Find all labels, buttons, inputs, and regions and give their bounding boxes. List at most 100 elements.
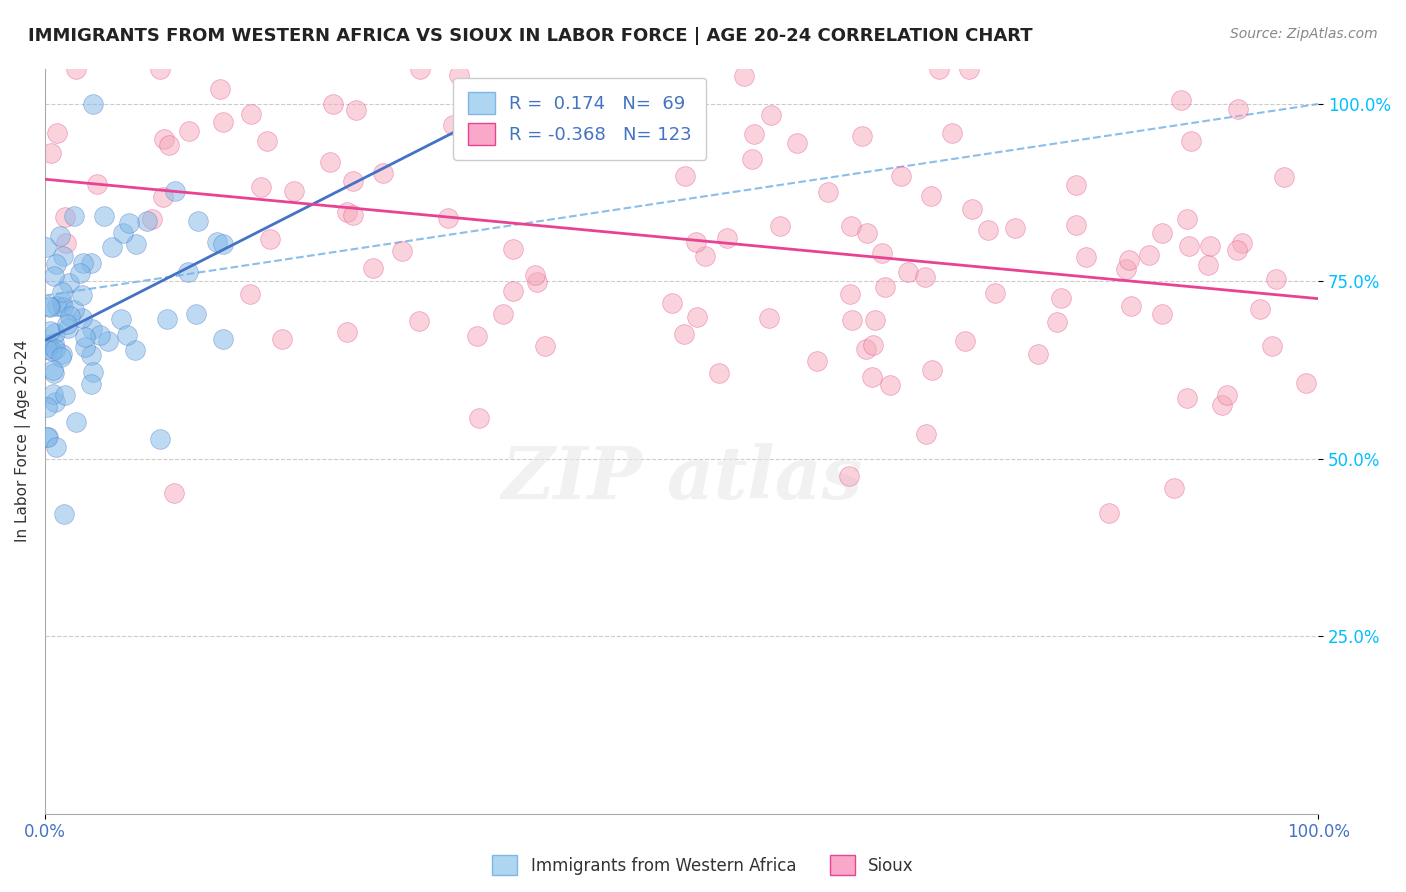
- Point: [322, 97, 344, 112]
- Point: [45, 126, 67, 140]
- Point: [211, 236, 233, 251]
- Point: [862, 337, 884, 351]
- Point: [408, 314, 430, 328]
- Point: [363, 260, 385, 275]
- Point: [72, 288, 94, 302]
- Point: [112, 226, 135, 240]
- Point: [45, 440, 67, 454]
- Point: [283, 185, 305, 199]
- Point: [1226, 243, 1249, 257]
- Point: [52, 507, 75, 521]
- Point: [39, 301, 62, 315]
- Point: [186, 307, 208, 321]
- Point: [856, 227, 879, 241]
- Point: [957, 62, 980, 76]
- Point: [1119, 299, 1142, 313]
- Point: [817, 185, 839, 199]
- Point: [152, 189, 174, 203]
- Point: [212, 115, 235, 129]
- Point: [502, 284, 524, 298]
- Point: [141, 212, 163, 227]
- Point: [839, 286, 862, 301]
- Point: [1295, 376, 1317, 390]
- Point: [149, 432, 172, 446]
- Point: [409, 62, 432, 76]
- Point: [73, 330, 96, 344]
- Point: [319, 154, 342, 169]
- Point: [51, 294, 73, 309]
- Point: [97, 334, 120, 348]
- Point: [239, 107, 262, 121]
- Point: [1074, 250, 1097, 264]
- Point: [371, 166, 394, 180]
- Point: [915, 427, 938, 442]
- Point: [742, 128, 765, 142]
- Point: [860, 369, 883, 384]
- Point: [941, 126, 963, 140]
- Point: [872, 246, 894, 260]
- Point: [344, 103, 367, 117]
- Point: [65, 415, 87, 429]
- Point: [1097, 506, 1119, 520]
- Point: [101, 240, 124, 254]
- Point: [63, 302, 86, 317]
- Point: [342, 208, 364, 222]
- Point: [1199, 239, 1222, 253]
- Point: [49, 229, 72, 244]
- Point: [41, 145, 63, 160]
- Point: [205, 235, 228, 250]
- Point: [960, 202, 983, 217]
- Point: [806, 354, 828, 368]
- Legend: Immigrants from Western Africa, Sioux: Immigrants from Western Africa, Sioux: [484, 847, 922, 884]
- Point: [256, 135, 278, 149]
- Point: [1272, 169, 1295, 184]
- Point: [271, 332, 294, 346]
- Point: [449, 68, 471, 82]
- Point: [342, 173, 364, 187]
- Point: [1175, 211, 1198, 226]
- Point: [897, 265, 920, 279]
- Point: [65, 62, 87, 76]
- Point: [79, 348, 101, 362]
- Point: [44, 326, 66, 341]
- Point: [1211, 398, 1233, 412]
- Point: [437, 211, 460, 226]
- Point: [685, 235, 707, 250]
- Point: [505, 135, 527, 149]
- Point: [686, 310, 709, 325]
- Point: [336, 325, 359, 339]
- Point: [1249, 301, 1271, 316]
- Point: [928, 62, 950, 76]
- Point: [44, 268, 66, 283]
- Point: [136, 214, 159, 228]
- Point: [44, 394, 66, 409]
- Point: [249, 179, 271, 194]
- Point: [673, 169, 696, 184]
- Point: [117, 328, 139, 343]
- Point: [661, 296, 683, 310]
- Point: [55, 236, 77, 251]
- Point: [1226, 103, 1249, 117]
- Point: [1152, 227, 1174, 241]
- Point: [914, 269, 936, 284]
- Point: [1064, 178, 1087, 193]
- Point: [49, 350, 72, 364]
- Point: [1004, 221, 1026, 235]
- Point: [741, 152, 763, 166]
- Point: [149, 62, 172, 76]
- Y-axis label: In Labor Force | Age 20-24: In Labor Force | Age 20-24: [15, 340, 31, 542]
- Point: [839, 219, 862, 233]
- Point: [51, 285, 73, 299]
- Point: [863, 312, 886, 326]
- Point: [391, 244, 413, 259]
- Text: ZIP atlas: ZIP atlas: [501, 442, 862, 514]
- Point: [38, 324, 60, 338]
- Point: [42, 366, 65, 380]
- Point: [38, 299, 60, 313]
- Point: [468, 410, 491, 425]
- Point: [841, 313, 863, 327]
- Point: [492, 307, 515, 321]
- Text: Source: ZipAtlas.com: Source: ZipAtlas.com: [1230, 27, 1378, 41]
- Point: [89, 327, 111, 342]
- Point: [1118, 252, 1140, 267]
